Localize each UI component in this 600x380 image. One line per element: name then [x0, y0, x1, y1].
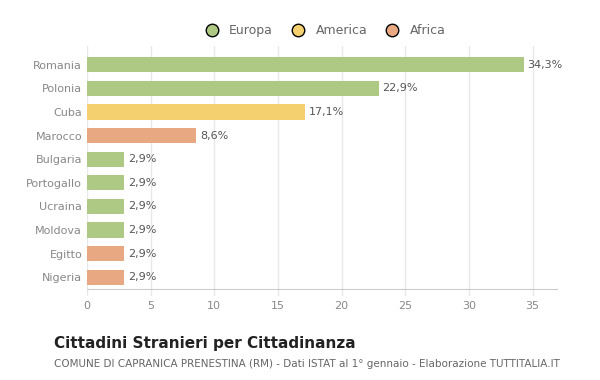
Text: 8,6%: 8,6% — [200, 131, 229, 141]
Legend: Europa, America, Africa: Europa, America, Africa — [194, 19, 451, 42]
Text: 2,9%: 2,9% — [128, 249, 156, 259]
Text: 17,1%: 17,1% — [308, 107, 344, 117]
Text: COMUNE DI CAPRANICA PRENESTINA (RM) - Dati ISTAT al 1° gennaio - Elaborazione TU: COMUNE DI CAPRANICA PRENESTINA (RM) - Da… — [54, 359, 560, 369]
Bar — [87, 199, 124, 214]
Text: Cittadini Stranieri per Cittadinanza: Cittadini Stranieri per Cittadinanza — [54, 336, 356, 351]
Bar — [87, 222, 124, 238]
Bar — [87, 246, 124, 261]
Bar — [87, 81, 379, 96]
Bar — [87, 175, 124, 190]
Bar — [87, 104, 305, 120]
Text: 2,9%: 2,9% — [128, 201, 156, 211]
Text: 2,9%: 2,9% — [128, 154, 156, 164]
Text: 22,9%: 22,9% — [382, 83, 418, 93]
Text: 2,9%: 2,9% — [128, 272, 156, 282]
Text: 34,3%: 34,3% — [527, 60, 563, 70]
Bar — [87, 128, 196, 143]
Bar — [87, 152, 124, 167]
Bar — [87, 270, 124, 285]
Bar — [87, 57, 524, 72]
Text: 2,9%: 2,9% — [128, 178, 156, 188]
Text: 2,9%: 2,9% — [128, 225, 156, 235]
